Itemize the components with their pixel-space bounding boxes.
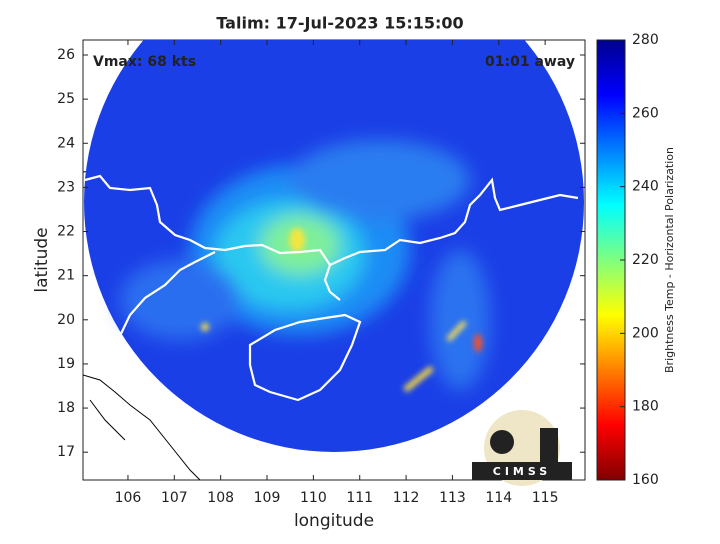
x-tick-label: 113 <box>439 490 466 506</box>
colorbar-label: Brightness Temp - Horizontal Polarizatio… <box>663 147 676 373</box>
x-tick-label: 112 <box>393 490 420 506</box>
chart-title: Talim: 17-Jul-2023 15:15:00 <box>216 14 463 33</box>
annotation: Vmax: 68 kts <box>93 54 196 70</box>
y-tick-label: 25 <box>57 91 75 107</box>
y-tick-label: 17 <box>57 444 75 460</box>
y-axis-label: latitude <box>32 227 52 292</box>
imagery <box>83 40 584 480</box>
x-tick-label: 107 <box>161 490 188 506</box>
y-tick-label: 23 <box>57 179 75 195</box>
x-tick-label: 110 <box>300 490 327 506</box>
x-axis-label: longitude <box>294 511 374 531</box>
y-tick-label: 24 <box>57 135 75 151</box>
y-tick-label: 26 <box>57 47 75 63</box>
colorbar-tick-label: 180 <box>632 399 659 415</box>
colorbar-tick-label: 280 <box>632 32 659 48</box>
logo: CIMSS <box>472 410 572 486</box>
logo-text: CIMSS <box>493 465 551 478</box>
colorbar-tick-label: 200 <box>632 325 659 341</box>
y-tick-label: 20 <box>57 312 75 328</box>
x-tick-label: 114 <box>485 490 512 506</box>
x-tick-label: 108 <box>207 490 234 506</box>
colorbar-tick-label: 260 <box>632 105 659 121</box>
x-tick-label: 106 <box>115 490 142 506</box>
x-tick-label: 115 <box>532 490 559 506</box>
y-tick-label: 22 <box>57 224 75 240</box>
colorbar-tick-label: 220 <box>632 252 659 268</box>
x-tick-label: 109 <box>254 490 281 506</box>
y-tick-label: 18 <box>57 400 75 416</box>
y-tick-label: 21 <box>57 268 75 284</box>
x-tick-label: 111 <box>346 490 373 506</box>
y-tick-label: 19 <box>57 356 75 372</box>
colorbar-tick-label: 160 <box>632 472 659 488</box>
annotation: 01:01 away <box>485 54 575 70</box>
colorbar-tick-label: 240 <box>632 179 659 195</box>
